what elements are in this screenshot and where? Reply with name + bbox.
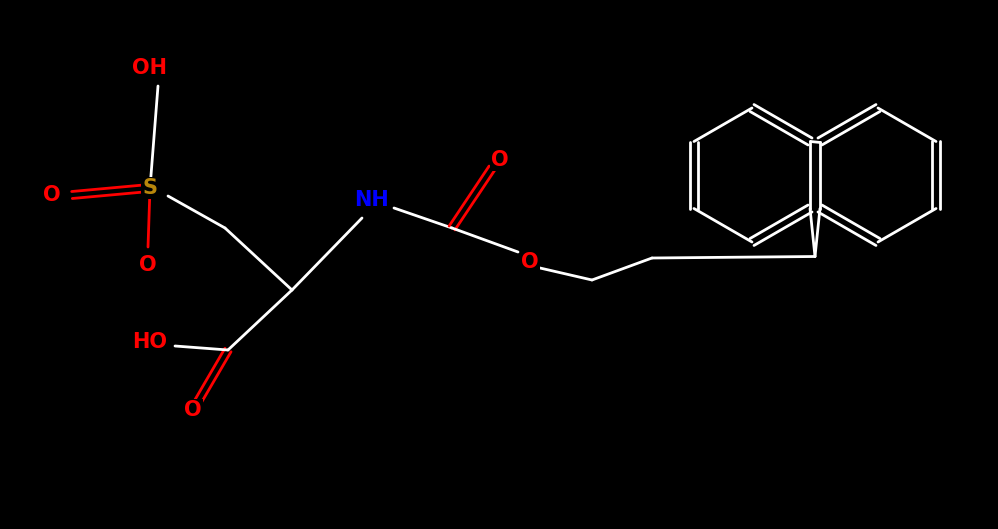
Text: OH: OH xyxy=(133,58,168,78)
Text: O: O xyxy=(521,252,539,272)
Text: NH: NH xyxy=(354,190,389,210)
Text: S: S xyxy=(143,178,158,198)
Text: O: O xyxy=(139,255,157,275)
Text: O: O xyxy=(43,185,61,205)
Text: O: O xyxy=(185,400,202,420)
Text: HO: HO xyxy=(133,332,168,352)
Text: O: O xyxy=(491,150,509,170)
